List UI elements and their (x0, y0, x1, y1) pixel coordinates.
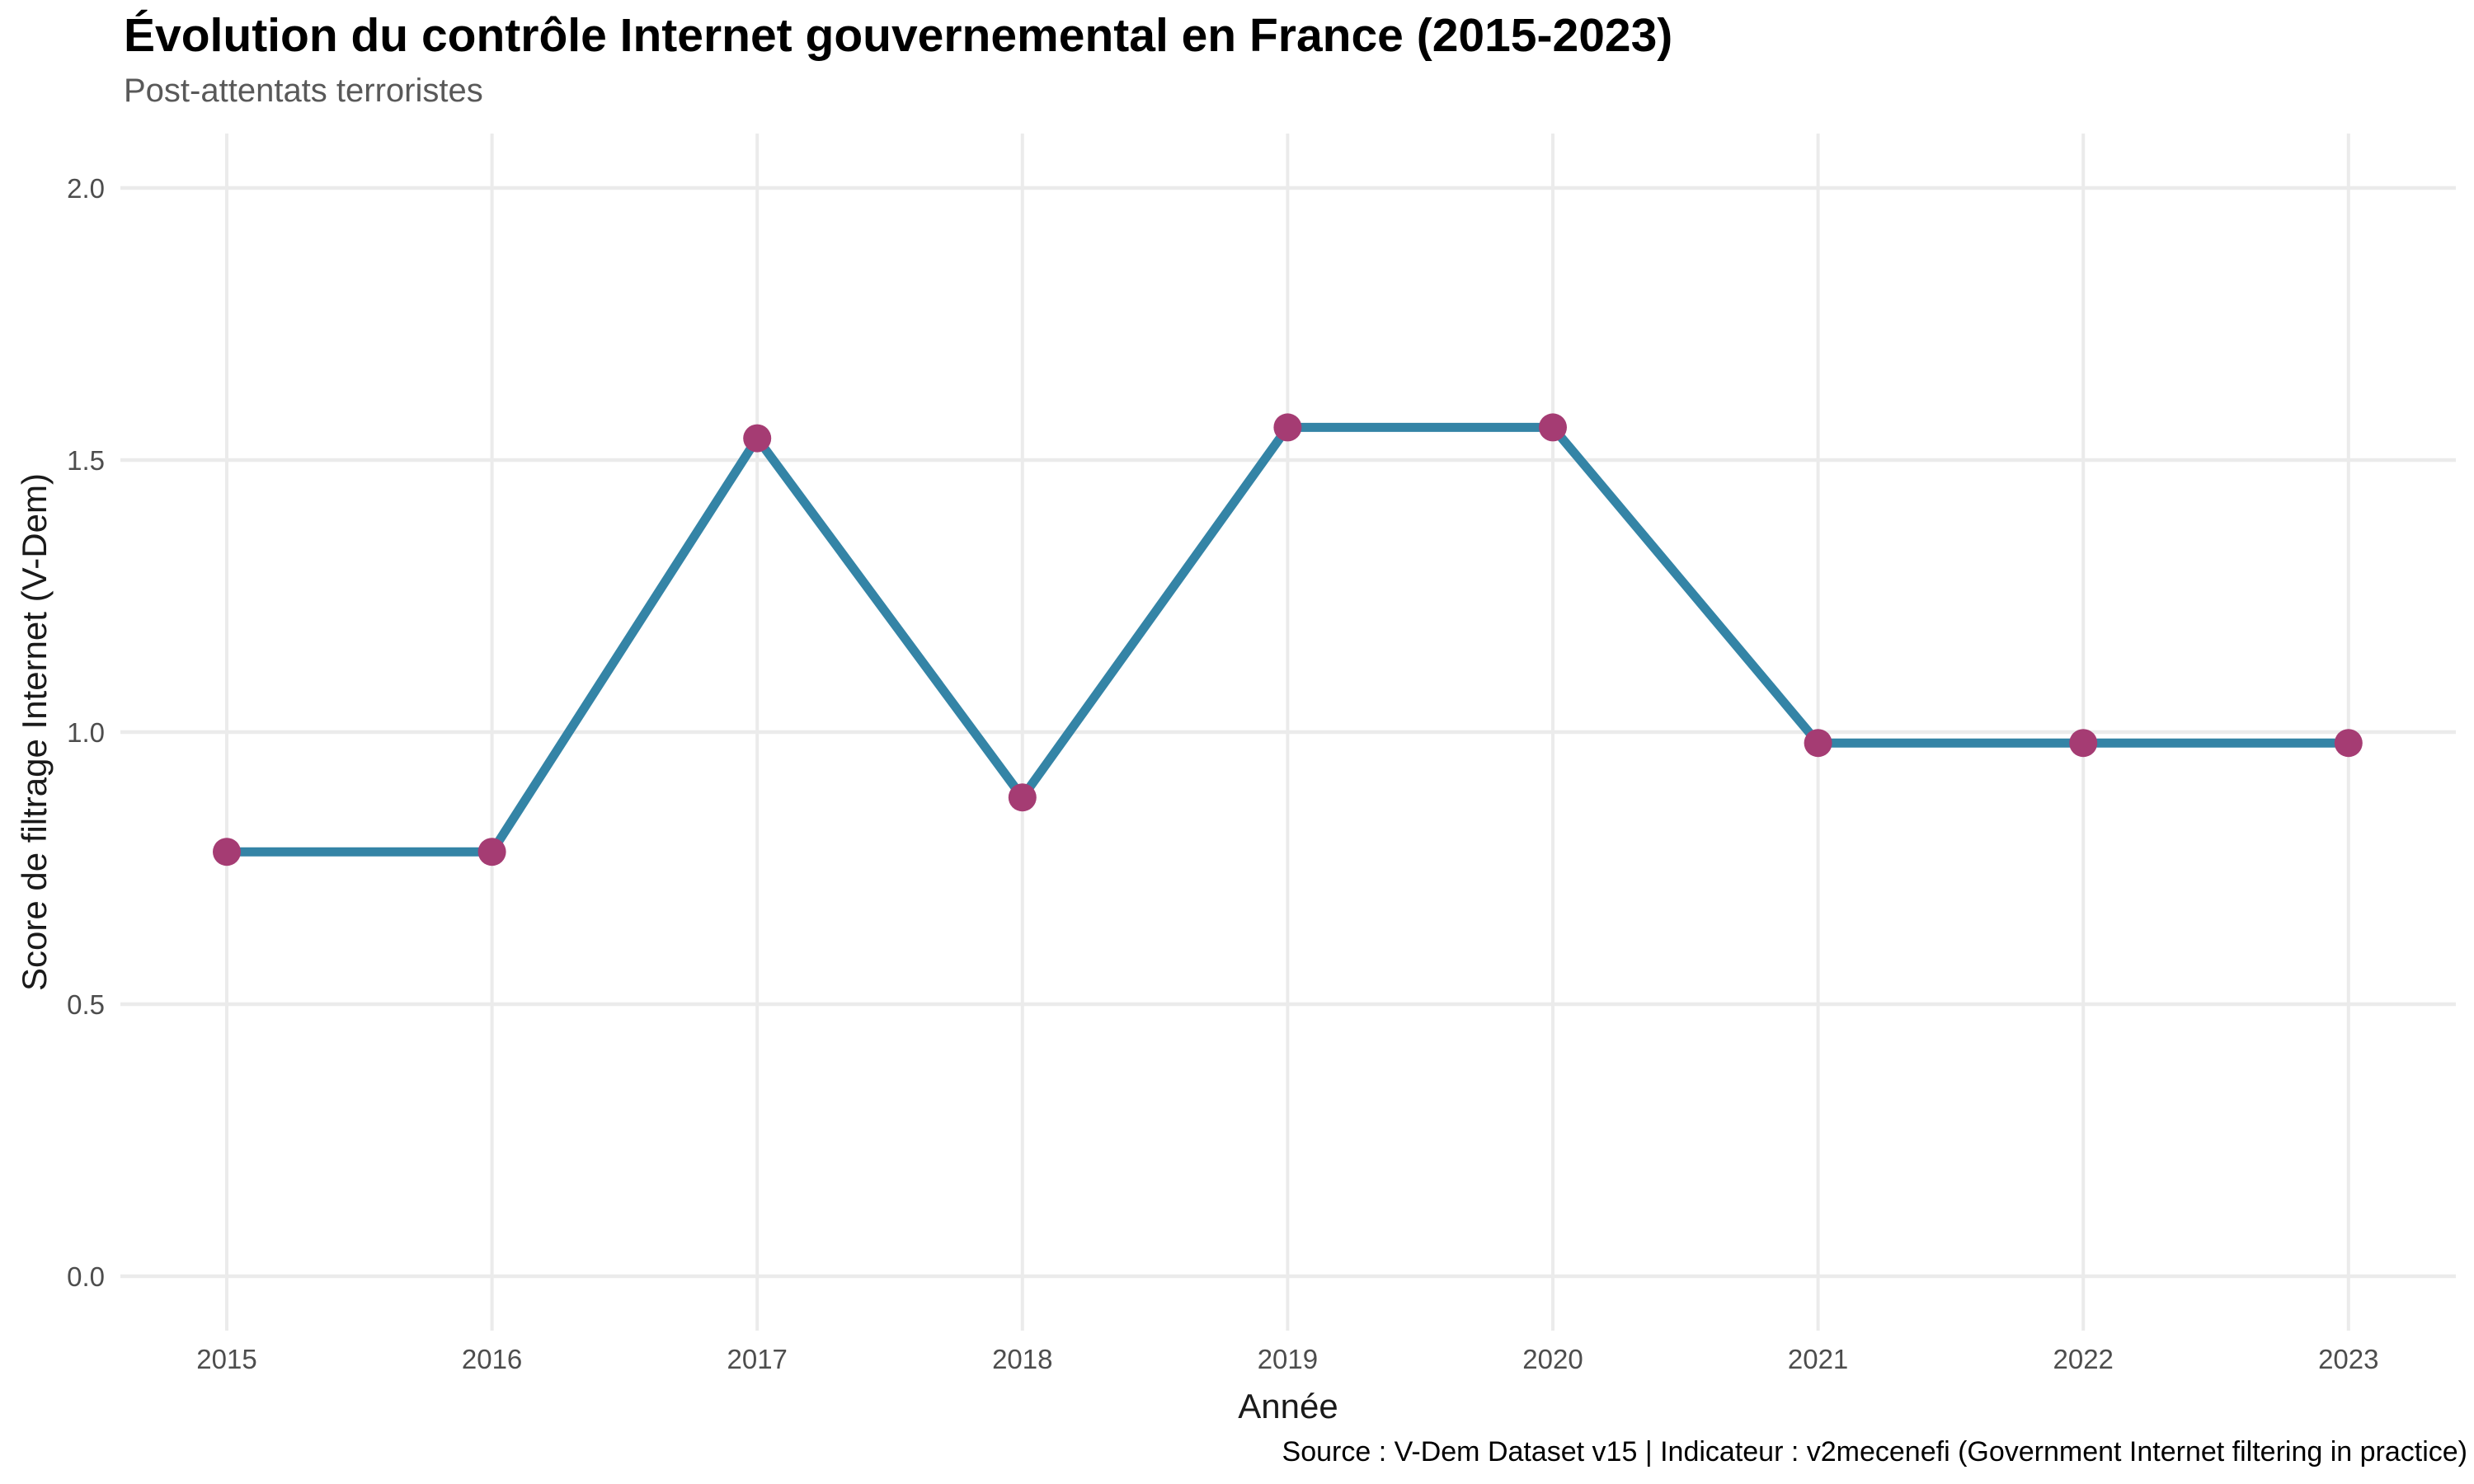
y-axis-tick-labels: 0.0 0.5 1.0 1.5 2.0 (67, 173, 105, 1292)
chart-caption: Source : V-Dem Dataset v15 | Indicateur … (1282, 1436, 2467, 1468)
data-point (1008, 783, 1037, 812)
data-point (1273, 413, 1302, 442)
data-point (213, 838, 241, 866)
x-tick-label: 2018 (992, 1344, 1052, 1374)
x-tick-label: 2015 (196, 1344, 256, 1374)
y-tick-label: 2.0 (67, 173, 105, 204)
x-axis-title: Année (1238, 1387, 1338, 1425)
x-tick-label: 2023 (2318, 1344, 2378, 1374)
chart-subtitle: Post-attentats terroristes (124, 73, 483, 109)
x-tick-label: 2019 (1258, 1344, 1318, 1374)
data-point (477, 838, 506, 866)
chart-title: Évolution du contrôle Internet gouvernem… (124, 9, 1673, 62)
data-point (2334, 729, 2363, 758)
x-tick-label: 2021 (1788, 1344, 1848, 1374)
x-axis-tick-labels: 2015 2016 2017 2018 2019 2020 2021 2022 2023 (196, 1344, 2378, 1374)
y-tick-label: 0.0 (67, 1261, 105, 1292)
x-tick-label: 2016 (462, 1344, 522, 1374)
x-tick-label: 2022 (2053, 1344, 2113, 1374)
data-point (2069, 729, 2098, 758)
x-tick-label: 2020 (1522, 1344, 1583, 1374)
y-tick-label: 1.5 (67, 445, 105, 476)
data-points (213, 413, 2363, 866)
data-point (1804, 729, 1832, 758)
data-point (743, 424, 772, 453)
data-point (1539, 413, 1567, 442)
y-tick-label: 1.0 (67, 717, 105, 748)
x-tick-label: 2017 (727, 1344, 787, 1374)
y-tick-label: 0.5 (67, 989, 105, 1020)
y-axis-title: Score de filtrage Internet (V-Dem) (15, 473, 54, 991)
